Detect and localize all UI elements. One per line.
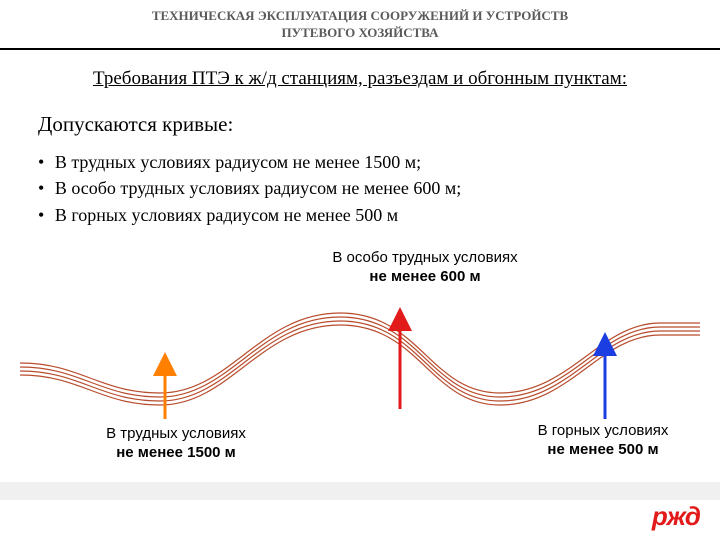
track-diagram: В особо трудных условиях не менее 600 м …: [0, 239, 720, 469]
label-line: В трудных условиях: [106, 425, 246, 442]
label-line: В особо трудных условиях: [332, 249, 517, 266]
bullet-item: В особо трудных условиях радиусом не мен…: [38, 177, 682, 200]
label-line-bold: не менее 500 м: [547, 441, 658, 458]
track-line: [20, 313, 700, 393]
label-line: В горных условиях: [538, 422, 669, 439]
subtitle: Требования ПТЭ к ж/д станциям, разъездам…: [30, 68, 690, 90]
page-header: ТЕХНИЧЕСКАЯ ЭКСПЛУАТАЦИЯ СООРУЖЕНИЙ И УС…: [0, 0, 720, 48]
allowed-label: Допускаются кривые:: [38, 112, 682, 137]
header-line-2: ПУТЕВОГО ХОЗЯЙСТВА: [40, 25, 680, 42]
rzd-logo: pжд: [652, 501, 700, 532]
label-600m: В особо трудных условиях не менее 600 м: [310, 249, 540, 287]
track-line: [20, 317, 700, 397]
label-line-bold: не менее 1500 м: [116, 444, 236, 461]
header-divider: [0, 48, 720, 50]
label-line-bold: не менее 600 м: [369, 268, 480, 285]
bullet-list: В трудных условиях радиусом не менее 150…: [38, 151, 682, 227]
label-1500m: В трудных условиях не менее 1500 м: [76, 425, 276, 463]
bullet-item: В горных условиях радиусом не менее 500 …: [38, 204, 682, 227]
bottom-bar: [0, 482, 720, 500]
label-500m: В горных условиях не менее 500 м: [508, 422, 698, 460]
header-line-1: ТЕХНИЧЕСКАЯ ЭКСПЛУАТАЦИЯ СООРУЖЕНИЙ И УС…: [40, 8, 680, 25]
bullet-item: В трудных условиях радиусом не менее 150…: [38, 151, 682, 174]
